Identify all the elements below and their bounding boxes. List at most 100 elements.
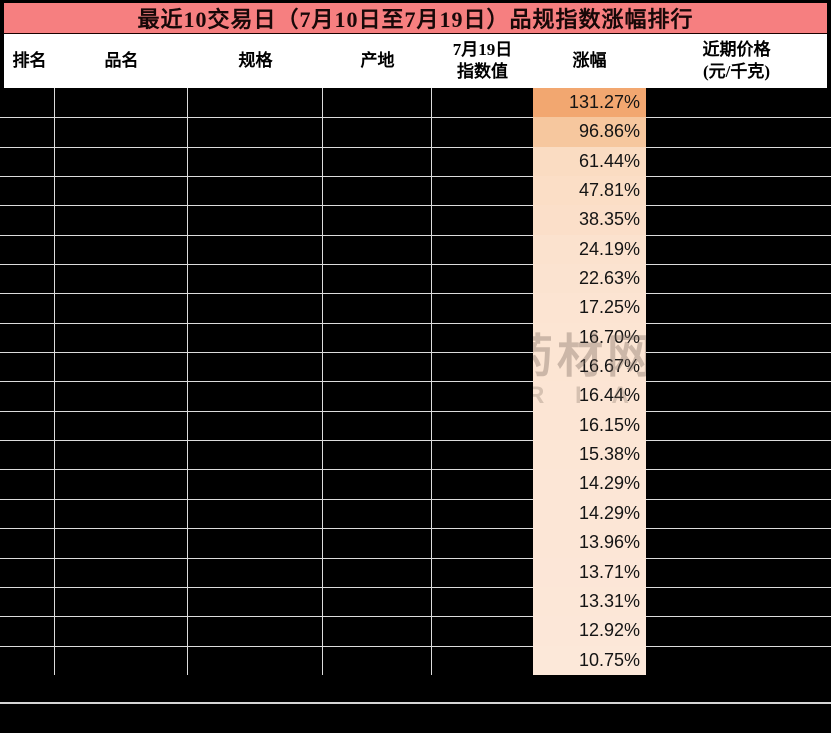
gain-cell: 96.86%	[533, 117, 646, 147]
col-header-name-label: 品名	[104, 51, 139, 70]
redacted-cell-rank	[0, 645, 55, 675]
redacted-cell-index	[432, 410, 533, 441]
table-row: 14.29%	[0, 498, 831, 529]
redacted-cell-name	[55, 381, 188, 411]
redacted-cell-rank	[0, 264, 55, 294]
redacted-cell-price	[646, 117, 831, 147]
redacted-cell-index	[432, 352, 533, 382]
redacted-cell-index	[432, 440, 533, 470]
redacted-cell-rank	[0, 322, 55, 353]
redacted-cell-rank	[0, 557, 55, 587]
redacted-cell-index	[432, 205, 533, 235]
redacted-cell-origin	[323, 557, 432, 587]
redacted-cell-origin	[323, 498, 432, 529]
gain-cell: 15.38%	[533, 440, 646, 470]
redacted-cell-origin	[323, 176, 432, 206]
table-row: 61.44%	[0, 146, 831, 177]
redacted-cell-origin	[323, 616, 432, 646]
redacted-cell-name	[55, 645, 188, 675]
redacted-cell-origin	[323, 645, 432, 675]
redacted-cell-spec	[188, 498, 323, 529]
redacted-cell-index	[432, 381, 533, 411]
redacted-cell-price	[646, 381, 831, 411]
redacted-cell-spec	[188, 528, 323, 558]
redacted-cell-name	[55, 264, 188, 294]
redacted-cell-price	[646, 293, 831, 323]
col-header-origin: 产地	[323, 34, 432, 88]
redacted-cell-index	[432, 264, 533, 294]
redacted-cell-spec	[188, 176, 323, 206]
redacted-cell-spec	[188, 117, 323, 147]
redacted-cell-name	[55, 586, 188, 617]
redacted-cell-spec	[188, 234, 323, 265]
table-row: 13.71%	[0, 557, 831, 587]
redacted-cell-index	[432, 293, 533, 323]
redacted-cell-spec	[188, 440, 323, 470]
header-row: 排名 品名 规格 产地 7月19日 指数值 涨幅 近期价格 (元/千克)	[4, 34, 827, 88]
table-row: 10.75%	[0, 645, 831, 675]
redacted-cell-price	[646, 586, 831, 617]
table-row: 38.35%	[0, 205, 831, 235]
table-row: 15.38%	[0, 440, 831, 470]
table-row: 16.44%	[0, 381, 831, 411]
redacted-cell-name	[55, 410, 188, 441]
redacted-cell-name	[55, 616, 188, 646]
redacted-cell-spec	[188, 205, 323, 235]
redacted-cell-name	[55, 440, 188, 470]
redacted-cell-spec	[188, 586, 323, 617]
redacted-cell-price	[646, 498, 831, 529]
gain-cell: 47.81%	[533, 176, 646, 206]
table-row: 13.96%	[0, 528, 831, 558]
redacted-cell-spec	[188, 469, 323, 499]
col-header-origin-label: 产地	[360, 51, 395, 70]
redacted-cell-rank	[0, 528, 55, 558]
redacted-cell-spec	[188, 293, 323, 323]
gain-cell: 16.44%	[533, 381, 646, 411]
col-header-index-line2: 指数值	[457, 62, 508, 81]
table-row: 14.29%	[0, 469, 831, 499]
table-row: 16.70%	[0, 322, 831, 353]
table-title: 最近10交易日（7月10日至7月19日）品规指数涨幅排行	[4, 3, 827, 34]
col-header-recent-price: 近期价格 (元/千克)	[646, 34, 827, 88]
redacted-cell-rank	[0, 293, 55, 323]
redacted-cell-name	[55, 88, 188, 118]
redacted-cell-price	[646, 176, 831, 206]
redacted-cell-name	[55, 498, 188, 529]
gain-cell: 131.27%	[533, 88, 646, 118]
table-row: 24.19%	[0, 234, 831, 265]
col-header-price-line2: (元/千克)	[702, 62, 771, 81]
redacted-cell-origin	[323, 146, 432, 177]
table-body: 131.27% 96.86% 61.44% 47.81% 38.35% 24.19% 22.…	[0, 88, 831, 675]
redacted-cell-price	[646, 440, 831, 470]
redacted-cell-rank	[0, 586, 55, 617]
redacted-cell-rank	[0, 440, 55, 470]
redacted-cell-spec	[188, 645, 323, 675]
redacted-cell-name	[55, 234, 188, 265]
gain-cell: 13.71%	[533, 557, 646, 587]
redacted-cell-origin	[323, 586, 432, 617]
redacted-cell-origin	[323, 322, 432, 353]
redacted-cell-spec	[188, 557, 323, 587]
gain-cell: 13.96%	[533, 528, 646, 558]
table-row: 131.27%	[0, 88, 831, 118]
redacted-cell-origin	[323, 88, 432, 118]
redacted-cell-price	[646, 205, 831, 235]
redacted-cell-index	[432, 117, 533, 147]
redacted-cell-origin	[323, 381, 432, 411]
redacted-cell-price	[646, 234, 831, 265]
redacted-cell-spec	[188, 410, 323, 441]
redacted-cell-spec	[188, 264, 323, 294]
redacted-cell-price	[646, 528, 831, 558]
gain-cell: 38.35%	[533, 205, 646, 235]
gain-cell: 16.15%	[533, 410, 646, 441]
redacted-cell-name	[55, 117, 188, 147]
table-row: 13.31%	[0, 586, 831, 617]
redacted-cell-price	[646, 352, 831, 382]
redacted-cell-price	[646, 264, 831, 294]
gain-cell: 17.25%	[533, 293, 646, 323]
redacted-cell-index	[432, 176, 533, 206]
redacted-cell-name	[55, 146, 188, 177]
redacted-cell-index	[432, 322, 533, 353]
redacted-cell-index	[432, 557, 533, 587]
redacted-cell-name	[55, 557, 188, 587]
